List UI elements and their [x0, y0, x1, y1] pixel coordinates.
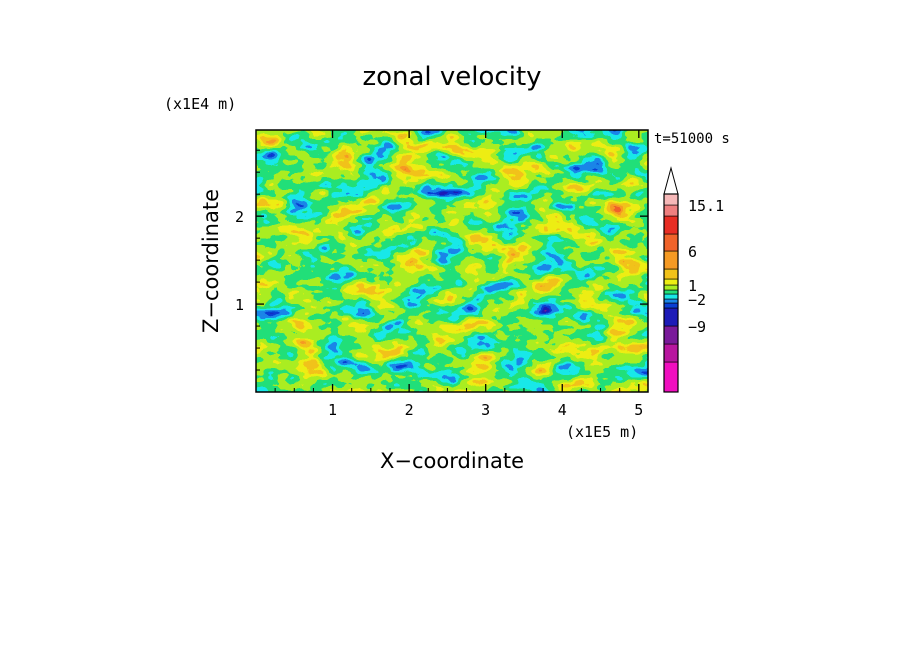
colorbar-tick-label: 15.1 — [688, 197, 724, 215]
colorbar-band — [663, 307, 679, 327]
y-tick-label: 1 — [235, 296, 244, 314]
x-unit-label: (x1E5 m) — [566, 423, 638, 441]
colorbar-band — [663, 284, 679, 291]
colorbar: 15.1 6 1−2 −9 — [663, 166, 724, 393]
x-tick-label: 5 — [634, 401, 643, 419]
colorbar-band — [663, 193, 679, 206]
y-axis-label: Z−coordinate — [199, 189, 223, 333]
colorbar-band — [663, 293, 679, 300]
colorbar-band — [663, 289, 679, 295]
plot-frame — [255, 129, 649, 393]
colorbar-overflow-arrow — [663, 166, 679, 195]
time-label: t=51000 s — [654, 131, 730, 147]
x-axis: 1 2 3 4 5 — [274, 130, 643, 419]
colorbar-band — [663, 268, 679, 280]
y-axis: 12 — [235, 149, 648, 371]
colorbar-frame — [663, 193, 679, 393]
x-tick-label: 2 — [405, 401, 414, 419]
colorbar-band — [663, 343, 679, 363]
colorbar-band — [663, 325, 679, 345]
colorbar-band — [663, 204, 679, 217]
colorbar-band — [663, 278, 679, 286]
colorbar-tick-label: −2 — [688, 291, 706, 309]
chart-title: zonal velocity — [362, 62, 541, 92]
x-tick-label: 4 — [558, 401, 567, 419]
colorbar-band — [663, 361, 679, 393]
colorbar-band — [663, 302, 679, 309]
colorbar-band — [663, 298, 679, 304]
x-tick-label: 3 — [481, 401, 490, 419]
colorbar-tick-label: −9 — [688, 318, 706, 336]
colorbar-tick-label: 6 — [688, 243, 697, 261]
heatmap-field — [256, 130, 648, 392]
colorbar-band — [663, 250, 679, 270]
x-tick-label: 1 — [328, 401, 337, 419]
colorbar-tick-label: 1 — [688, 277, 697, 295]
y-tick-label: 2 — [235, 208, 244, 226]
y-unit-label: (x1E4 m) — [164, 95, 236, 113]
x-axis-label: X−coordinate — [380, 449, 524, 473]
colorbar-band — [663, 215, 679, 235]
heatmap-surface — [256, 130, 648, 392]
colorbar-band — [663, 233, 679, 252]
